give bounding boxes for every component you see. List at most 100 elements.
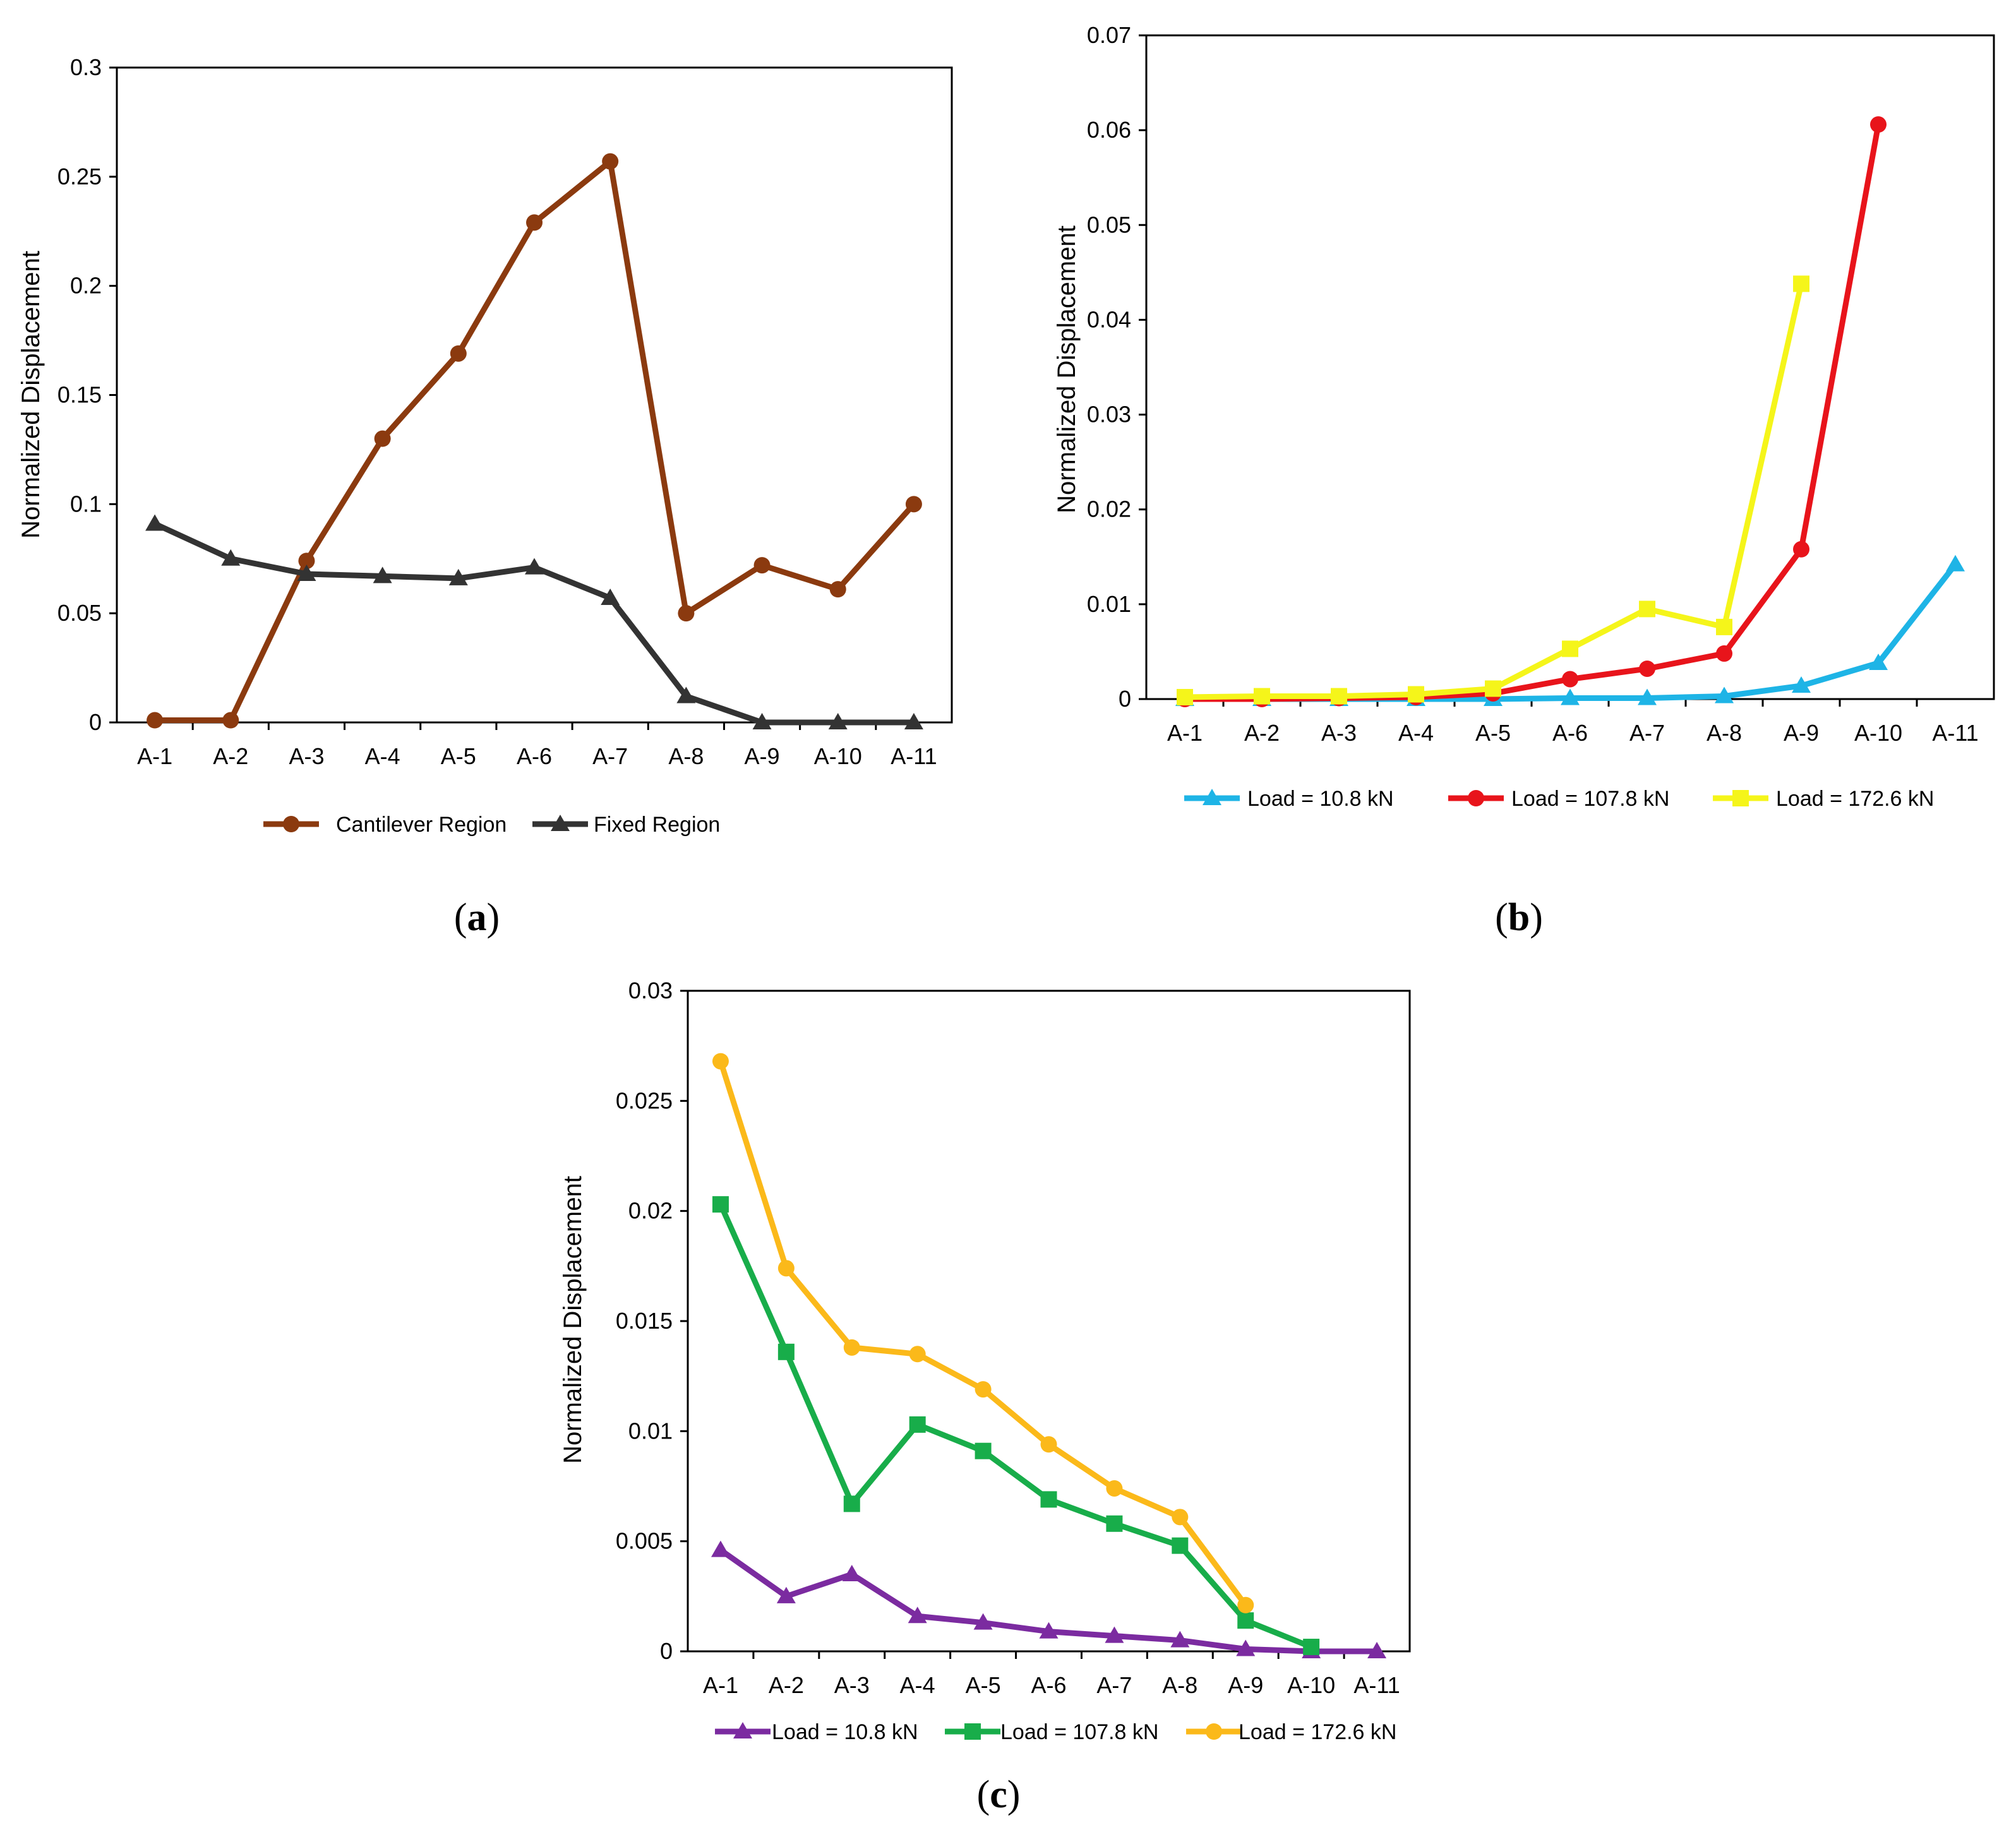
data-point — [842, 1564, 861, 1581]
series-line — [717, 1201, 1314, 1650]
data-point — [1946, 554, 1965, 571]
legend-swatch-marker — [733, 1722, 752, 1738]
x-tick-label: A-9 — [1784, 720, 1819, 746]
data-point — [1561, 688, 1580, 705]
y-axis-label: Normalized Displacement — [17, 251, 45, 539]
data-point — [1367, 1642, 1387, 1658]
y-tick-label: 0 — [89, 709, 102, 735]
data-point — [1040, 1436, 1057, 1453]
x-tick-label: A-4 — [365, 743, 400, 769]
legend-swatch-marker — [1468, 790, 1484, 806]
y-tick-label: 0.2 — [70, 273, 102, 299]
data-point — [711, 1540, 730, 1557]
data-point — [975, 1442, 992, 1459]
data-point — [753, 557, 771, 574]
data-point — [1485, 680, 1501, 697]
data-point — [601, 588, 620, 605]
x-tick-label: A-2 — [769, 1672, 804, 1698]
data-point — [222, 712, 239, 729]
data-point — [1792, 676, 1811, 693]
data-point — [1715, 686, 1734, 703]
data-point — [1177, 688, 1193, 705]
x-tick-label: A-5 — [441, 743, 476, 769]
data-point — [1303, 1639, 1320, 1656]
legend-entry: Fixed Region — [532, 813, 720, 837]
data-point — [1638, 688, 1657, 705]
x-tick-label: A-1 — [1167, 720, 1203, 746]
y-tick-label: 0.05 — [1087, 212, 1131, 237]
chart-c: 0 0.005 0.01 0.015 0.02 0.025 0.03 A-1 A-2 A-3 A-4… — [559, 978, 1411, 1816]
data-point — [1039, 1622, 1059, 1639]
data-point — [297, 564, 316, 581]
y-tick-label: 0.005 — [616, 1528, 673, 1554]
legend-entry: Load = 172.6 kN — [1186, 1720, 1396, 1744]
data-point — [1105, 1626, 1124, 1643]
legend-swatch-marker — [1206, 1723, 1222, 1740]
x-tick-label: A-10 — [1854, 720, 1902, 746]
y-tick-label: 0.02 — [1087, 496, 1131, 522]
plot-area-frame — [1145, 34, 1995, 700]
data-point — [1331, 688, 1347, 705]
data-point — [777, 1343, 795, 1360]
x-tick-label: A-2 — [213, 743, 248, 769]
x-tick-label: A-3 — [1321, 720, 1357, 746]
panel-caption: (c) — [977, 1773, 1021, 1816]
x-tick-label: A-9 — [1228, 1672, 1263, 1698]
y-tick-label: 0.3 — [70, 54, 102, 80]
legend-label: Load = 107.8 kN — [1511, 787, 1669, 811]
x-tick-label: A-9 — [745, 743, 780, 769]
data-point — [712, 1196, 729, 1213]
x-tick-label: A-11 — [891, 743, 937, 769]
y-tick-label: 0.01 — [628, 1418, 673, 1444]
data-point — [1170, 1631, 1190, 1648]
series-load-172-6-kn — [712, 1053, 1254, 1613]
data-point — [221, 549, 241, 566]
data-point — [678, 605, 695, 622]
legend-label: Load = 172.6 kN — [1239, 1720, 1396, 1744]
x-tick-label: A-5 — [1475, 720, 1511, 746]
legend-label: Load = 172.6 kN — [1776, 787, 1934, 811]
x-tick-label: A-5 — [966, 1672, 1001, 1698]
data-point — [298, 553, 315, 570]
data-point — [1639, 601, 1655, 618]
x-tick-label: A-7 — [592, 743, 628, 769]
data-point — [147, 712, 164, 729]
x-tick-label: A-4 — [1398, 720, 1434, 746]
legend-entry: Load = 10.8 kN — [1184, 787, 1394, 811]
y-tick-label: 0.04 — [1087, 306, 1131, 332]
data-point — [1408, 686, 1424, 703]
data-point — [973, 1613, 993, 1630]
data-point — [843, 1495, 860, 1512]
data-point — [1236, 1639, 1256, 1656]
data-point — [1237, 1612, 1254, 1629]
x-tick-label: A-4 — [900, 1672, 935, 1698]
legend-swatch-marker — [551, 815, 570, 831]
legend-entry: Load = 172.6 kN — [1713, 787, 1934, 811]
data-point — [975, 1381, 992, 1398]
data-point — [1040, 1491, 1057, 1508]
data-point — [909, 1416, 926, 1433]
x-tick-label: A-3 — [834, 1672, 870, 1698]
x-tick-label: A-10 — [814, 743, 862, 769]
x-tick-label: A-6 — [517, 743, 552, 769]
panel-caption: (b) — [1495, 896, 1543, 939]
data-point — [676, 686, 696, 703]
legend-label: Load = 10.8 kN — [1247, 787, 1394, 811]
chart-b: 0 0.01 0.02 0.03 0.04 0.05 0.06 0.07 A-1 A-2 A-3 A-… — [1053, 22, 1995, 939]
x-tick-label: A-6 — [1031, 1672, 1066, 1698]
x-tick-label: A-11 — [1932, 720, 1978, 746]
y-tick-label: 0.025 — [616, 1087, 673, 1113]
x-tick-label: A-2 — [1244, 720, 1280, 746]
plot-area-frame — [687, 990, 1411, 1653]
data-point — [1106, 1480, 1123, 1497]
data-point — [1869, 653, 1888, 670]
data-point — [448, 568, 468, 585]
series-line — [152, 159, 917, 724]
data-point — [1562, 671, 1578, 688]
legend-swatch-marker — [1732, 790, 1749, 806]
x-tick-label: A-8 — [1162, 1672, 1197, 1698]
data-point — [905, 496, 922, 513]
data-point — [909, 1346, 926, 1363]
data-point — [1639, 660, 1655, 677]
chart-a: 0 0.05 0.1 0.15 0.2 0.25 0.3 A-1 A-2 A-3 A-4 A-5 A-6… — [17, 54, 953, 939]
